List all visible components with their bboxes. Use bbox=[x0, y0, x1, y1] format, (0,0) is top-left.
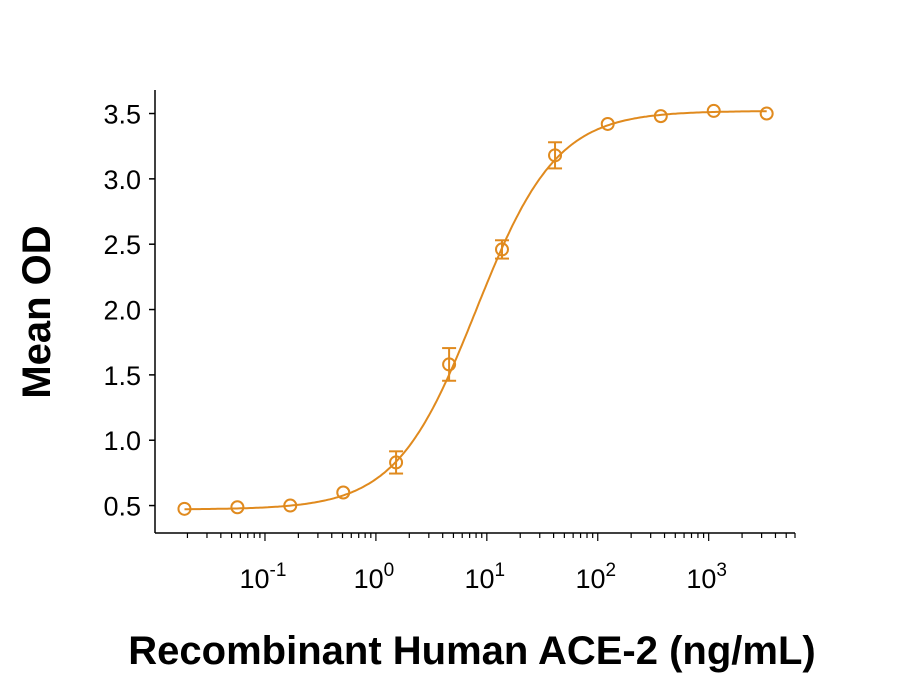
data-point bbox=[177, 501, 192, 516]
y-tick-label: 2.0 bbox=[103, 296, 141, 326]
x-tick-label: 102 bbox=[575, 560, 616, 594]
data-point bbox=[548, 141, 563, 170]
data-marker bbox=[706, 103, 721, 118]
data-point bbox=[653, 109, 668, 124]
x-tick-label: 103 bbox=[686, 560, 727, 594]
y-tick-label: 3.5 bbox=[103, 100, 141, 130]
data-point bbox=[600, 116, 615, 131]
data-point bbox=[336, 485, 351, 500]
x-tick-label: 100 bbox=[354, 560, 395, 594]
y-tick-label: 1.0 bbox=[103, 426, 141, 456]
data-marker bbox=[600, 116, 615, 131]
data-point bbox=[283, 498, 298, 513]
data-point bbox=[230, 500, 245, 515]
x-axis-label: Recombinant Human ACE-2 (ng/mL) bbox=[128, 629, 815, 673]
data-marker bbox=[283, 498, 298, 513]
fit-curve bbox=[184, 110, 767, 511]
y-tick-label: 3.0 bbox=[103, 165, 141, 195]
data-marker bbox=[653, 109, 668, 124]
data-point bbox=[706, 103, 721, 118]
y-tick-label: 1.5 bbox=[103, 361, 141, 391]
x-tick-label: 101 bbox=[465, 560, 506, 594]
x-tick-label: 10-1 bbox=[239, 560, 286, 594]
y-tick-label: 0.5 bbox=[103, 492, 141, 522]
data-marker bbox=[389, 455, 404, 470]
data-marker bbox=[230, 500, 245, 515]
y-axis-label: Mean OD bbox=[15, 225, 59, 398]
data-marker bbox=[494, 242, 509, 257]
data-marker bbox=[548, 148, 563, 163]
data-marker bbox=[442, 357, 457, 372]
data-point bbox=[494, 239, 509, 260]
data-point bbox=[442, 347, 457, 382]
data-point bbox=[389, 450, 404, 475]
data-marker bbox=[759, 106, 774, 121]
data-marker bbox=[336, 485, 351, 500]
y-tick-label: 2.5 bbox=[103, 230, 141, 260]
data-point bbox=[759, 106, 774, 121]
data-marker bbox=[177, 501, 192, 516]
